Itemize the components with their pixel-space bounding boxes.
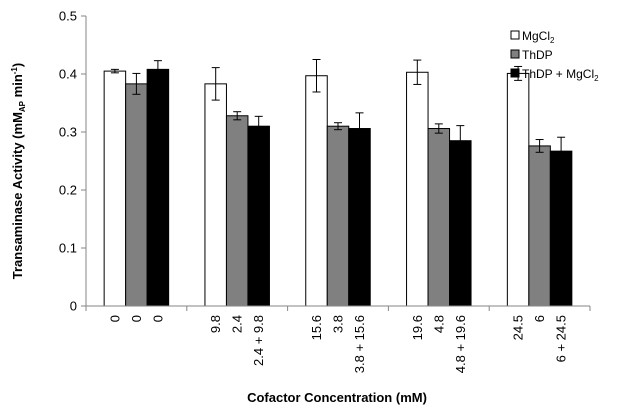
legend-swatch (510, 49, 520, 59)
x-tick-label: 6 + 24.5 (554, 315, 569, 362)
y-axis-title-sub: AP (18, 100, 27, 112)
x-tick-label: 2.4 (230, 315, 245, 333)
x-tick-label: 3.8 (331, 315, 346, 333)
bar (528, 145, 551, 307)
bar (406, 71, 429, 307)
x-axis: 0 0 0 9.8 2.4 2.4 + 9.8 15.6 3.8 3.8 + 15.6 19.6 4… (85, 305, 591, 373)
bar (506, 72, 530, 307)
legend-label-sub: 2 (550, 36, 555, 45)
legend-label: ThDP + MgCl2 (522, 67, 599, 83)
bar (348, 128, 371, 307)
bar (146, 68, 170, 307)
legend-label: MgCl2 (522, 29, 555, 45)
y-axis-title-tail: min (10, 74, 25, 101)
y-axis-title-close: ) (10, 63, 25, 67)
bar (549, 150, 573, 307)
x-tick-label: 9.8 (208, 315, 223, 333)
x-tick-label: 2.4 + 9.8 (251, 315, 266, 366)
x-tick-label: 0 (107, 315, 122, 322)
x-tick-label: 19.6 (410, 315, 425, 340)
bar (204, 83, 227, 307)
bar (305, 75, 328, 307)
x-tick-label: 6 (532, 315, 547, 322)
legend-label-text: ThDP (522, 48, 553, 62)
y-axis-title: Transaminase Activity (mMAP min-1) (10, 63, 27, 279)
bar (103, 70, 127, 307)
y-axis-title-main: Transaminase Activity (mM (10, 112, 25, 279)
x-tick-label: 15.6 (309, 315, 324, 340)
bars (103, 59, 573, 307)
bar (427, 128, 451, 307)
bar (225, 115, 249, 307)
legend-label-text: MgCl (522, 29, 550, 43)
legend-swatch (510, 68, 520, 78)
y-tick-label: 0.4 (59, 67, 77, 82)
bar (326, 125, 350, 307)
bar (247, 125, 270, 307)
legend-label-text: ThDP + MgCl (522, 67, 594, 81)
legend-label: ThDP (522, 48, 553, 62)
y-axis-title-sup: -1 (10, 67, 19, 75)
x-tick-label: 4.8 + 19.6 (453, 315, 468, 373)
x-tick-label: 24.5 (511, 315, 526, 340)
bar (125, 83, 148, 307)
y-tick-label: 0.5 (59, 9, 77, 24)
legend-swatch (510, 30, 520, 40)
x-tick-label: 3.8 + 15.6 (352, 315, 367, 373)
bar (449, 140, 472, 307)
x-tick-label: 0 (129, 315, 144, 322)
y-tick-label: 0.2 (59, 183, 77, 198)
legend-label-sub: 2 (594, 74, 599, 83)
x-tick-label: 0 (150, 315, 165, 322)
y-tick-label: 0.3 (59, 125, 77, 140)
x-tick-label: 4.8 (431, 315, 446, 333)
y-axis: 0 0.1 0.2 0.3 0.4 0.5 (59, 9, 87, 314)
y-tick-label: 0 (70, 299, 77, 314)
x-axis-title: Cofactor Concentration (mM) (247, 390, 427, 405)
y-tick-label: 0.1 (59, 241, 77, 256)
